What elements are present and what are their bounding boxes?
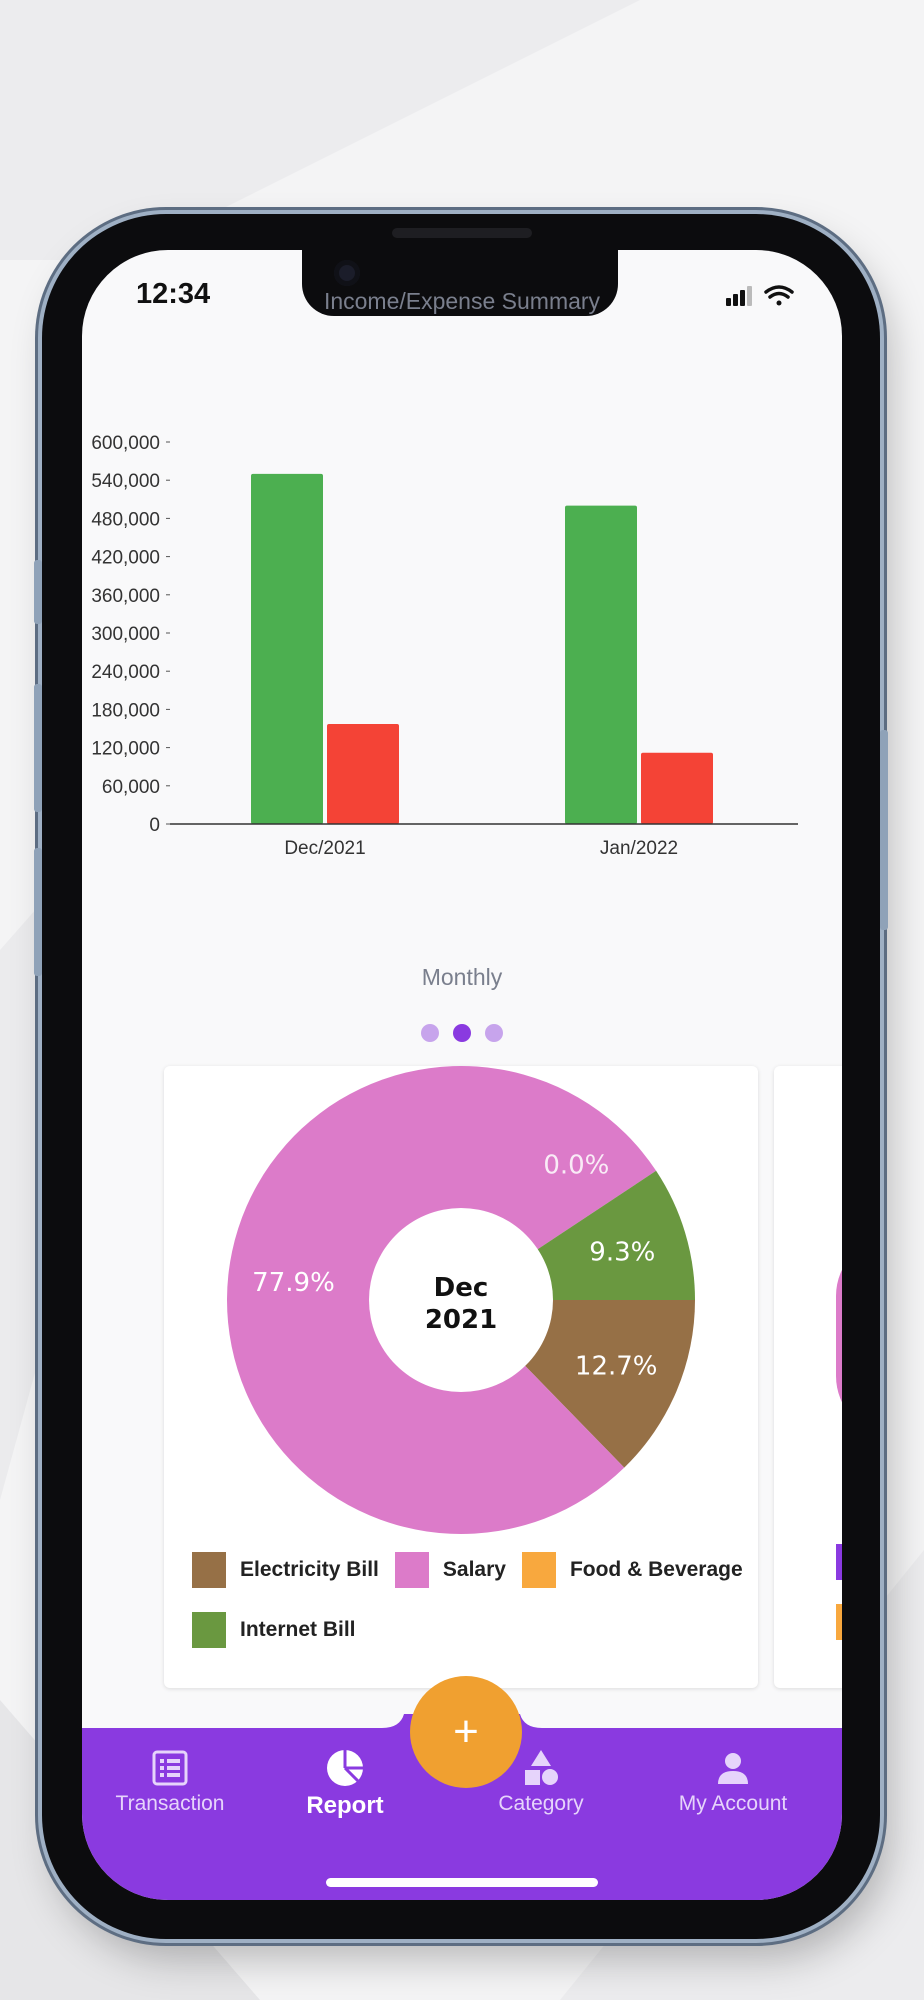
legend-swatch: [192, 1612, 226, 1648]
y-tick-label: 120,000: [91, 739, 160, 760]
next-card-legend-swatch: [836, 1604, 842, 1640]
front-camera: [334, 260, 360, 286]
legend-item: Food & Beverage: [521, 1552, 743, 1588]
power-button: [880, 730, 888, 930]
wifi-icon: [764, 285, 794, 306]
legend-swatch: [521, 1552, 556, 1588]
y-tick-label: 480,000: [91, 509, 160, 530]
add-transaction-button[interactable]: +: [410, 1676, 522, 1788]
expense-bar: [641, 752, 713, 824]
nav-label-category: Category: [498, 1792, 584, 1815]
shapes-icon: [525, 1750, 558, 1785]
nav-label-transaction: Transaction: [115, 1792, 225, 1815]
y-tick-label: 60,000: [102, 777, 160, 798]
next-pie-card[interactable]: [774, 1066, 842, 1688]
pie-chart-icon: [327, 1750, 363, 1786]
legend-item: Internet Bill: [192, 1612, 356, 1648]
y-tick-label: 420,000: [91, 548, 160, 569]
home-indicator: [326, 1878, 598, 1887]
expense-bar: [327, 724, 399, 824]
page-dot-2[interactable]: [453, 1024, 471, 1042]
nav-label-my-account: My Account: [678, 1792, 788, 1815]
legend-swatch: [192, 1552, 226, 1588]
y-tick-label: 180,000: [91, 700, 160, 721]
app-screen: 12:34 Income/Expense Summary 0 60,000 120,…: [82, 250, 842, 1900]
chart-period-label: Monthly: [421, 964, 503, 990]
legend-item: Electricity Bill: [192, 1552, 379, 1588]
earpiece-speaker: [392, 228, 532, 238]
status-icons: [726, 285, 794, 306]
y-tick-label: 300,000: [91, 624, 160, 645]
nav-item-transaction[interactable]: Transaction: [85, 1748, 255, 1816]
signal-icon: [726, 286, 752, 306]
legend-swatch: [394, 1552, 429, 1588]
y-tick-label: 0: [149, 815, 160, 836]
pie-value-label: 12.7%: [575, 1352, 658, 1382]
pie-value-label: 77.9%: [252, 1268, 335, 1298]
x-tick-label: Jan/2022: [600, 838, 678, 859]
income-bar: [251, 473, 323, 824]
income-expense-bar-chart[interactable]: 0 60,000 120,000 180,000 240,000 300,000 360,0…: [82, 330, 842, 930]
nav-label-report: Report: [306, 1792, 384, 1819]
pie-chart-card[interactable]: 12.7% 77.9% 0.0% 9.3% Dec 2021 Electricity Bi…: [164, 1066, 758, 1688]
x-tick-label: Dec/2021: [284, 838, 365, 859]
y-tick-label: 240,000: [91, 662, 160, 683]
volume-down-button: [34, 848, 42, 976]
pie-center-hole: [369, 1208, 553, 1392]
mute-switch: [34, 560, 42, 624]
pie-value-label: 9.3%: [589, 1237, 655, 1267]
y-tick-label: 600,000: [91, 433, 160, 454]
pie-legend: Electricity Bill Salary Food & Beverage Int…: [192, 1552, 752, 1648]
volume-up-button: [34, 684, 42, 812]
status-time: 12:34: [136, 278, 211, 310]
pie-value-label: 0.0%: [543, 1151, 609, 1181]
nav-item-category[interactable]: Category: [456, 1748, 626, 1816]
page-indicator[interactable]: [82, 1024, 842, 1042]
pie-center-month: Dec: [434, 1273, 489, 1303]
legend-item: Salary: [394, 1552, 506, 1588]
legend-label: Electricity Bill: [240, 1558, 379, 1581]
nav-item-report[interactable]: Report: [260, 1748, 430, 1820]
next-card-legend-swatch: [836, 1544, 842, 1580]
list-icon: [152, 1750, 188, 1786]
page-dot-1[interactable]: [421, 1024, 439, 1042]
income-bar: [565, 505, 637, 824]
y-tick-label: 540,000: [91, 471, 160, 492]
pie-center-year: 2021: [425, 1305, 497, 1335]
next-card-pie-edge: [836, 1236, 842, 1436]
legend-label: Food & Beverage: [569, 1558, 743, 1581]
y-tick-label: 360,000: [91, 586, 160, 607]
page-dot-3[interactable]: [485, 1024, 503, 1042]
legend-label: Internet Bill: [240, 1618, 356, 1641]
nav-item-my-account[interactable]: My Account: [648, 1748, 818, 1816]
person-icon: [718, 1753, 748, 1784]
legend-label: Salary: [442, 1558, 506, 1581]
summary-chart-title: Income/Expense Summary: [323, 288, 601, 314]
plus-icon: +: [453, 1707, 479, 1756]
